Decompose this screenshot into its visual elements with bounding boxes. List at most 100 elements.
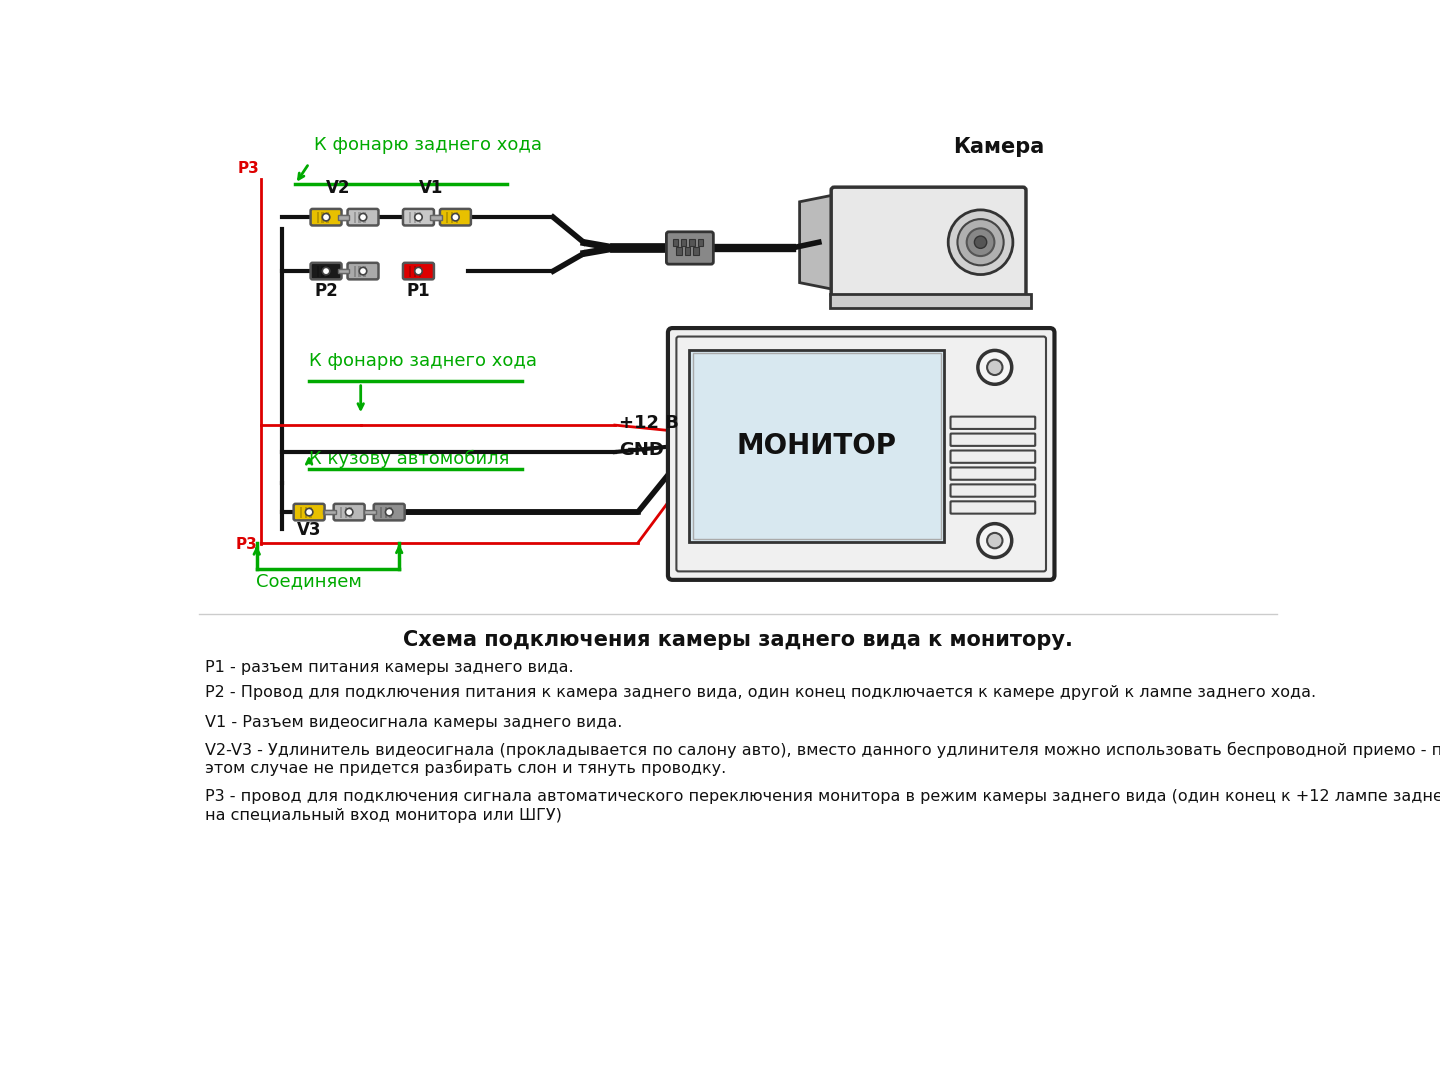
Bar: [324, 510, 336, 515]
Bar: [831, 294, 1031, 308]
FancyBboxPatch shape: [441, 209, 471, 225]
Bar: [321, 266, 324, 277]
Text: Р3: Р3: [238, 161, 259, 176]
Text: К кузову автомобиля: К кузову автомобиля: [310, 450, 510, 468]
FancyBboxPatch shape: [950, 417, 1035, 429]
Text: Р3 - провод для подключения сигнала автоматического переключения монитора в режи: Р3 - провод для подключения сигнала авто…: [204, 789, 1440, 804]
Circle shape: [360, 213, 367, 221]
Circle shape: [978, 351, 1012, 384]
FancyBboxPatch shape: [950, 467, 1035, 480]
Bar: [698, 239, 703, 247]
FancyBboxPatch shape: [347, 263, 379, 280]
Bar: [681, 239, 687, 247]
Bar: [432, 214, 444, 220]
Circle shape: [386, 508, 393, 516]
Text: МОНИТОР: МОНИТОР: [736, 432, 897, 460]
Bar: [419, 266, 420, 277]
FancyBboxPatch shape: [950, 450, 1035, 463]
Bar: [340, 506, 341, 518]
Bar: [690, 349, 943, 542]
Bar: [364, 510, 376, 515]
Text: V1: V1: [419, 179, 444, 196]
Bar: [340, 269, 351, 273]
Bar: [321, 211, 324, 223]
Bar: [380, 506, 382, 518]
Text: P1: P1: [406, 282, 431, 300]
Circle shape: [415, 213, 422, 221]
Text: P2: P2: [314, 282, 338, 300]
Text: Соединяем: Соединяем: [256, 572, 361, 591]
Text: V3: V3: [297, 521, 321, 539]
Circle shape: [305, 508, 312, 516]
Bar: [451, 211, 454, 223]
Circle shape: [966, 228, 995, 256]
Bar: [340, 214, 351, 220]
Bar: [389, 506, 392, 518]
FancyBboxPatch shape: [403, 209, 433, 225]
FancyBboxPatch shape: [950, 433, 1035, 446]
FancyBboxPatch shape: [311, 209, 341, 225]
Circle shape: [958, 219, 1004, 265]
FancyBboxPatch shape: [311, 263, 341, 280]
Circle shape: [986, 533, 1002, 548]
Text: Р3: Р3: [236, 537, 258, 552]
Bar: [317, 266, 318, 277]
Bar: [409, 266, 412, 277]
Bar: [354, 266, 356, 277]
Bar: [310, 506, 311, 518]
Bar: [693, 353, 940, 539]
Text: Камера: Камера: [953, 137, 1045, 158]
Text: этом случае не придется разбирать слон и тянуть проводку.: этом случае не придется разбирать слон и…: [204, 760, 726, 776]
FancyBboxPatch shape: [831, 188, 1025, 297]
FancyBboxPatch shape: [668, 328, 1054, 580]
Bar: [672, 239, 678, 247]
FancyBboxPatch shape: [950, 485, 1035, 496]
Bar: [350, 506, 351, 518]
Bar: [446, 211, 448, 223]
Bar: [317, 211, 318, 223]
Text: Схема подключения камеры заднего вида к монитору.: Схема подключения камеры заднего вида к …: [403, 630, 1073, 650]
Bar: [327, 266, 328, 277]
Text: GND: GND: [619, 441, 664, 459]
Text: V1 - Разъем видеосигнала камеры заднего вида.: V1 - Разъем видеосигнала камеры заднего …: [204, 715, 622, 730]
Circle shape: [415, 267, 422, 274]
Circle shape: [948, 210, 1012, 274]
Bar: [409, 211, 412, 223]
Circle shape: [978, 523, 1012, 557]
Bar: [323, 510, 334, 515]
Text: V2-V3 - Удлинитель видеосигнала (прокладывается по салону авто), вместо данного : V2-V3 - Удлинитель видеосигнала (проклад…: [204, 742, 1440, 758]
Bar: [359, 266, 360, 277]
FancyBboxPatch shape: [294, 504, 324, 520]
Bar: [337, 214, 350, 220]
Bar: [685, 248, 690, 255]
FancyBboxPatch shape: [950, 502, 1035, 513]
Bar: [693, 248, 698, 255]
FancyBboxPatch shape: [403, 263, 433, 280]
FancyBboxPatch shape: [667, 232, 713, 264]
Bar: [455, 211, 458, 223]
Bar: [413, 211, 416, 223]
Bar: [384, 506, 387, 518]
Bar: [419, 211, 420, 223]
FancyBboxPatch shape: [347, 209, 379, 225]
Circle shape: [986, 359, 1002, 375]
Polygon shape: [799, 194, 838, 291]
FancyBboxPatch shape: [334, 504, 364, 520]
Bar: [413, 266, 416, 277]
Circle shape: [346, 508, 353, 516]
Bar: [363, 266, 366, 277]
Text: V2: V2: [325, 179, 350, 196]
Circle shape: [975, 236, 986, 249]
Bar: [359, 211, 360, 223]
Text: +12 В: +12 В: [619, 414, 678, 432]
Circle shape: [452, 213, 459, 221]
Bar: [354, 211, 356, 223]
Bar: [337, 269, 350, 273]
Text: К фонарю заднего хода: К фонарю заднего хода: [310, 352, 537, 370]
Text: К фонарю заднего хода: К фонарю заднего хода: [314, 136, 543, 154]
Bar: [344, 506, 347, 518]
FancyBboxPatch shape: [374, 504, 405, 520]
Bar: [677, 248, 681, 255]
Bar: [304, 506, 307, 518]
Bar: [431, 214, 442, 220]
